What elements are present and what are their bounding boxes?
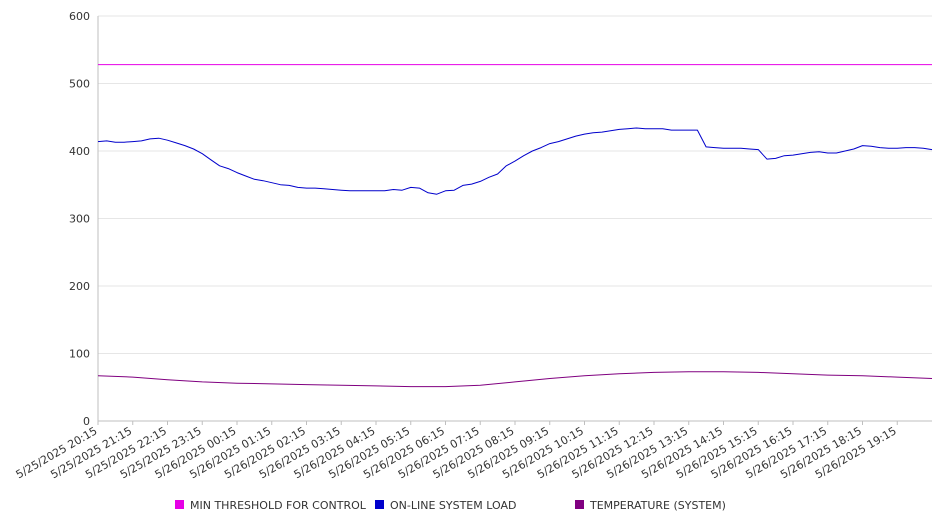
y-tick-label: 600 [69, 10, 90, 23]
x-axis-tick-labels: 5/25/2025 20:155/25/2025 21:155/25/2025 … [14, 424, 899, 481]
legend-label: ON-LINE SYSTEM LOAD [390, 499, 516, 512]
series-lines [97, 64, 933, 388]
legend-label: TEMPERATURE (SYSTEM) [589, 499, 726, 512]
y-tick-label: 400 [69, 145, 90, 158]
y-tick-label: 500 [69, 78, 90, 91]
legend: MIN THRESHOLD FOR CONTROL ON-LINE SYSTEM … [175, 499, 726, 512]
series-line [97, 127, 933, 195]
y-tick-label: 200 [69, 280, 90, 293]
legend-label: MIN THRESHOLD FOR CONTROL [190, 499, 367, 512]
legend-swatch [175, 500, 184, 509]
legend-item: MIN THRESHOLD FOR CONTROL [175, 499, 367, 512]
axes [97, 16, 932, 425]
y-tick-label: 100 [69, 348, 90, 361]
grid-lines [98, 15, 932, 354]
series-line [97, 371, 933, 388]
legend-item: ON-LINE SYSTEM LOAD [375, 499, 516, 512]
y-axis-tick-labels: 0 100 200 300 400 500 600 [69, 10, 90, 428]
legend-swatch [575, 500, 584, 509]
y-tick-label: 300 [69, 213, 90, 226]
legend-item: TEMPERATURE (SYSTEM) [575, 499, 726, 512]
legend-swatch [375, 500, 384, 509]
y-tick-label: 0 [83, 415, 90, 428]
